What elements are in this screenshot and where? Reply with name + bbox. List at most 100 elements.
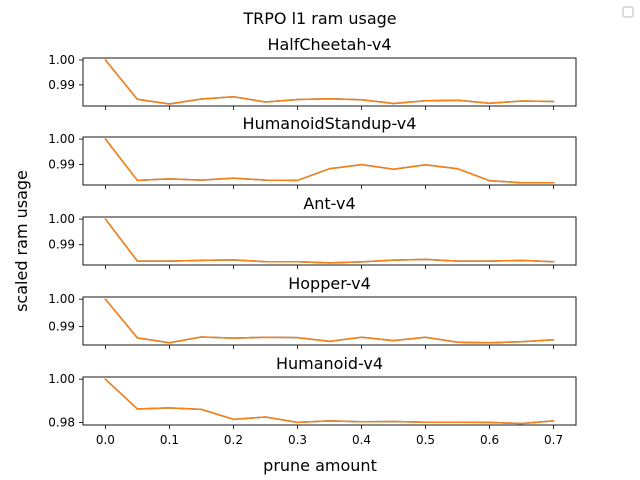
y-tick-label: 1.00 — [48, 292, 75, 306]
data-point — [104, 298, 107, 301]
data-point — [360, 98, 363, 101]
data-point — [168, 178, 171, 180]
data-point — [200, 98, 203, 100]
data-point — [520, 259, 523, 262]
data-point — [232, 418, 235, 421]
data-point — [328, 340, 331, 343]
data-point — [552, 338, 555, 341]
data-point — [136, 260, 139, 262]
axes-frame — [82, 296, 577, 346]
data-point — [168, 103, 171, 105]
y-tick-label: 1.00 — [48, 53, 75, 67]
series-line — [104, 298, 554, 344]
subplot-title: Ant-v4 — [303, 194, 355, 213]
figure-title: TRPO l1 ram usage — [242, 9, 396, 28]
y-tick-label: 0.99 — [48, 158, 75, 172]
data-point — [168, 341, 171, 344]
data-point — [264, 260, 267, 263]
data-point — [296, 260, 299, 263]
series-line — [104, 218, 554, 264]
data-point — [456, 260, 459, 262]
subplot-title: Humanoid-v4 — [276, 354, 383, 373]
data-point — [552, 100, 555, 103]
data-point — [392, 339, 395, 342]
data-point — [200, 336, 203, 338]
subplot-title: HalfCheetah-v4 — [267, 35, 391, 54]
data-point — [296, 179, 299, 182]
subplot: Ant-v4 0.99 1.00 — [48, 194, 577, 269]
x-tick-label: 0.7 — [544, 433, 563, 447]
data-point — [392, 168, 395, 171]
x-tick-label: 0.3 — [288, 433, 307, 447]
data-point — [424, 258, 427, 261]
data-point — [104, 138, 107, 140]
data-point — [104, 218, 107, 221]
series-line-under — [104, 218, 554, 264]
data-point — [200, 408, 203, 411]
subplot-title: HumanoidStandup-v4 — [243, 114, 417, 133]
data-point — [104, 378, 107, 381]
subplot: Hopper-v4 0.99 1.00 — [48, 274, 577, 349]
data-point — [360, 336, 363, 339]
data-point — [232, 337, 235, 339]
y-tick-label: 1.00 — [48, 372, 75, 386]
subplot: HumanoidStandup-v4 0.99 1.00 — [48, 114, 577, 189]
data-point — [328, 420, 331, 422]
data-point — [136, 408, 139, 410]
y-tick-label: 0.98 — [48, 415, 75, 429]
data-point — [424, 99, 427, 102]
data-point — [232, 177, 235, 180]
axes-frame — [82, 376, 577, 426]
y-tick-label: 0.99 — [48, 320, 75, 334]
data-point — [296, 421, 299, 424]
data-point — [488, 102, 491, 105]
y-tick-label: 1.00 — [48, 212, 75, 226]
data-point — [200, 179, 203, 182]
data-point — [488, 260, 491, 262]
x-tick-label: 0.5 — [416, 433, 435, 447]
axes-frame — [82, 136, 577, 186]
data-point — [488, 421, 491, 424]
data-point — [232, 95, 235, 98]
series-line — [104, 378, 554, 425]
data-point — [392, 259, 395, 261]
data-point — [392, 102, 395, 105]
data-point — [520, 340, 523, 343]
data-point — [456, 421, 459, 424]
data-point — [168, 260, 171, 262]
data-point — [136, 179, 139, 182]
data-point — [360, 163, 363, 166]
x-tick-label: 0.1 — [160, 433, 179, 447]
subplot-panels: HalfCheetah-v4 0.99 1.00 HumanoidStandup-v4… — [48, 35, 577, 447]
data-point — [360, 261, 363, 263]
data-point — [264, 179, 267, 182]
data-point — [520, 422, 523, 425]
data-point — [136, 337, 139, 339]
y-tick-label: 0.99 — [48, 78, 75, 92]
data-point — [232, 259, 235, 261]
data-point — [552, 420, 555, 422]
data-point — [520, 181, 523, 184]
x-tick-label: 0.0 — [96, 433, 115, 447]
data-point — [328, 167, 331, 170]
x-tick-label: 0.6 — [480, 433, 499, 447]
data-point — [200, 259, 203, 262]
data-point — [264, 101, 267, 103]
series-line — [104, 59, 554, 105]
data-point — [424, 421, 427, 424]
data-point — [360, 420, 363, 423]
data-point — [424, 336, 427, 339]
data-point — [264, 416, 267, 418]
series-line-under — [104, 378, 554, 425]
empty-legend-box — [622, 6, 634, 18]
axes-frame — [82, 216, 577, 266]
data-point — [552, 260, 555, 263]
data-point — [488, 179, 491, 182]
data-point — [424, 163, 427, 166]
data-point — [264, 336, 267, 339]
y-axis-label: scaled ram usage — [12, 170, 31, 312]
series-line-under — [104, 59, 554, 105]
data-point — [488, 341, 491, 344]
data-point — [456, 167, 459, 170]
series-line-under — [104, 138, 554, 184]
